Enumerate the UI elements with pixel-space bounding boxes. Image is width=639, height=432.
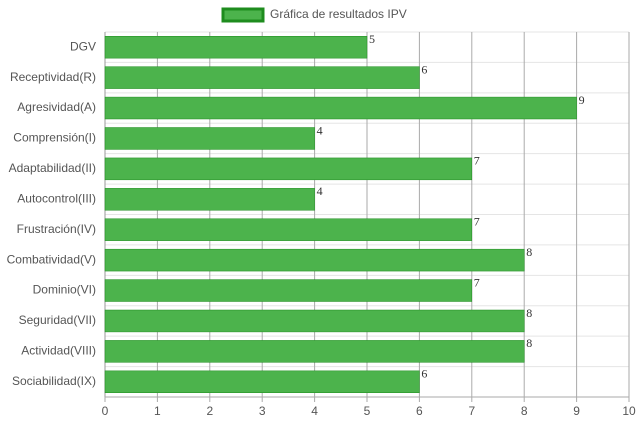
y-tick-label: Comprensión(I) <box>13 131 96 145</box>
y-tick-label: DGV <box>70 39 96 53</box>
bar <box>104 96 577 120</box>
data-label: 4 <box>317 184 323 198</box>
x-tick-label: 4 <box>311 404 318 418</box>
data-label: 7 <box>474 275 480 289</box>
y-tick-label: Agresividad(A) <box>17 100 96 114</box>
data-label: 6 <box>421 367 427 381</box>
bar <box>104 127 315 150</box>
data-label: 4 <box>317 123 323 137</box>
x-tick-label: 0 <box>102 404 109 418</box>
bar <box>104 218 473 241</box>
data-label: 9 <box>579 93 585 107</box>
y-tick-label: Dominio(VI) <box>33 283 96 297</box>
legend-swatch <box>221 7 265 23</box>
x-tick-label: 8 <box>521 404 528 418</box>
data-label: 8 <box>526 245 532 259</box>
bar <box>104 188 315 211</box>
y-tick-label: Seguridad(VII) <box>19 313 96 327</box>
bar <box>104 248 525 272</box>
data-label: 7 <box>474 215 480 229</box>
y-tick-label: Receptividad(R) <box>10 70 96 84</box>
bar <box>104 279 473 302</box>
data-label: 5 <box>369 32 375 46</box>
data-label: 8 <box>526 336 532 350</box>
x-tick-label: 1 <box>154 404 161 418</box>
bar <box>104 340 525 363</box>
y-tick-label: Frustración(IV) <box>17 222 96 236</box>
bar <box>104 66 420 89</box>
y-tick-label: Adaptabilidad(II) <box>9 161 96 175</box>
y-tick-label: Combatividad(V) <box>7 252 96 266</box>
data-label: 7 <box>474 154 480 168</box>
legend-label: Gráfica de resultados IPV <box>270 7 407 21</box>
x-tick-label: 2 <box>206 404 213 418</box>
x-tick-label: 3 <box>259 404 266 418</box>
x-tick-label: 9 <box>573 404 580 418</box>
bar <box>104 370 420 393</box>
y-tick-label: Autocontrol(III) <box>17 191 96 205</box>
x-tick-label: 6 <box>416 404 423 418</box>
data-label: 8 <box>526 306 532 320</box>
y-tick-label: Actividad(VIII) <box>21 344 96 358</box>
bar <box>104 36 368 59</box>
x-tick-label: 10 <box>622 404 636 418</box>
bar <box>104 309 525 333</box>
bar <box>104 157 473 181</box>
x-tick-label: 5 <box>364 404 371 418</box>
x-tick-label: 7 <box>468 404 475 418</box>
y-tick-label: Sociabilidad(IX) <box>12 374 96 388</box>
data-label: 6 <box>421 62 427 76</box>
